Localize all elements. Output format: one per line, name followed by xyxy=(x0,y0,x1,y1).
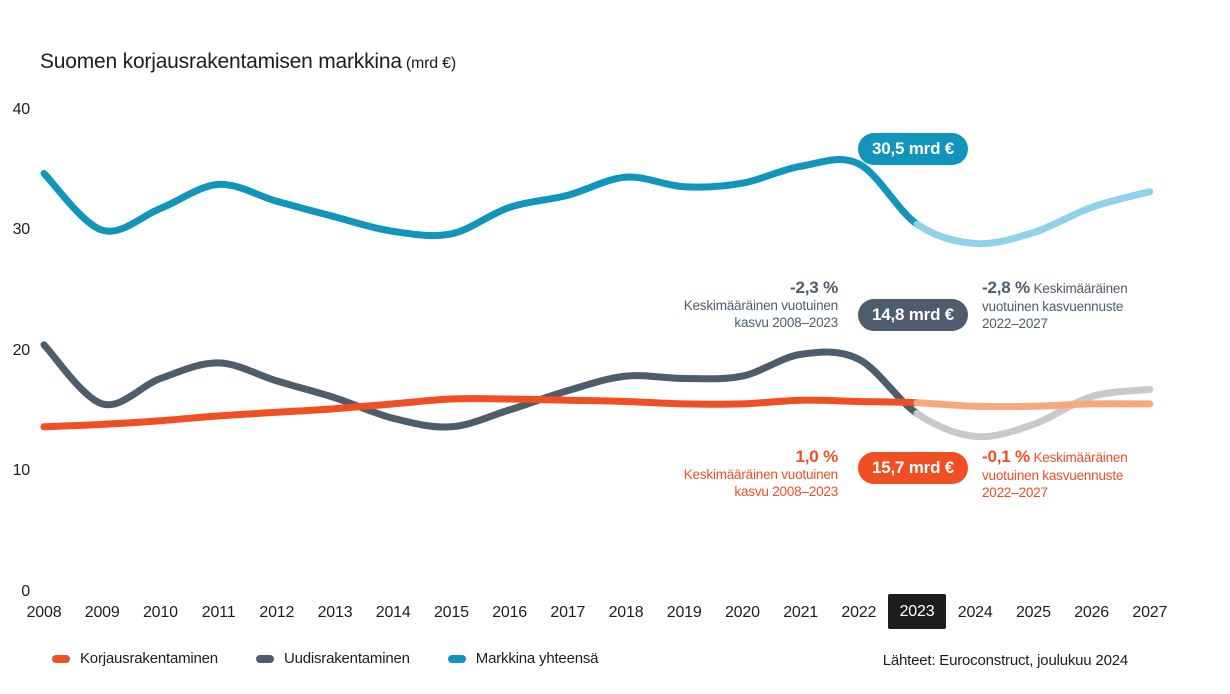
annotation-value: -2,3 % xyxy=(790,278,838,297)
legend-swatch-orange xyxy=(52,654,70,663)
chart-title-text: Suomen korjausrakentamisen markkina xyxy=(40,50,402,73)
x-tick-2025: 2025 xyxy=(1015,604,1051,621)
value-badge-uudisrakentaminen: 14,8 mrd € xyxy=(858,299,968,331)
annotation-value: 1,0 % xyxy=(795,447,839,466)
x-tick-2013: 2013 xyxy=(317,604,353,621)
x-tick-2020: 2020 xyxy=(724,604,760,621)
y-tick-40: 40 xyxy=(12,100,31,118)
annotation-line: Keskimääräinen vuotuinen xyxy=(683,298,839,313)
x-tick-2016: 2016 xyxy=(492,604,527,621)
annotation-line: vuotuinen kasvuennuste xyxy=(982,299,1124,314)
annotation-line: Keskimääräinen xyxy=(1033,450,1128,465)
x-tick-2027: 2027 xyxy=(1132,604,1168,621)
x-tick-2022: 2022 xyxy=(841,604,877,621)
legend-item-uudisrakentaminen: Uudisrakentaminen xyxy=(255,650,410,667)
x-tick-2026: 2026 xyxy=(1074,604,1109,621)
y-tick-10: 10 xyxy=(12,462,31,480)
annotation-line: 2022–2027 xyxy=(982,316,1048,331)
y-tick-30: 30 xyxy=(12,221,31,239)
chart-title: Suomen korjausrakentamisen markkina (mrd … xyxy=(40,50,456,74)
x-tick-2015: 2015 xyxy=(433,604,469,621)
x-tick-2010: 2010 xyxy=(142,604,178,621)
x-tick-2012: 2012 xyxy=(259,604,295,621)
annotation-line: Keskimääräinen xyxy=(1033,281,1128,296)
x-tick-2021: 2021 xyxy=(783,604,818,621)
legend: Korjausrakentaminen Uudisrakentaminen Ma… xyxy=(52,650,598,667)
source-note: Lähteet: Euroconstruct, joulukuu 2024 xyxy=(882,652,1128,669)
x-tick-2017: 2017 xyxy=(550,604,586,621)
annotation-uudis-forecast-2022-2027: -2,8 % Keskimääräinen vuotuinen kasvuenn… xyxy=(982,278,1128,332)
series-uudisrakentaminen-forecast-line xyxy=(913,385,1154,441)
legend-swatch-slate xyxy=(255,654,274,663)
annotation-line: Keskimääräinen vuotuinen xyxy=(683,467,839,482)
legend-item-korjausrakentaminen: Korjausrakentaminen xyxy=(52,650,218,667)
y-tick-20: 20 xyxy=(12,341,31,359)
annotation-korjaus-growth-2008-2023: 1,0 % Keskimääräinen vuotuinen kasvu 200… xyxy=(683,447,839,500)
annotation-value: -2,8 % xyxy=(982,278,1030,297)
x-tick-2023-highlighted: 2023 xyxy=(888,594,946,629)
annotation-line: vuotuinen kasvuennuste xyxy=(982,468,1124,483)
x-tick-2008: 2008 xyxy=(26,604,62,621)
annotation-line: kasvu 2008–2023 xyxy=(734,484,838,499)
annotation-line: kasvu 2008–2023 xyxy=(734,315,838,330)
annotation-line: 2022–2027 xyxy=(982,485,1048,500)
legend-swatch-teal xyxy=(447,654,466,663)
x-tick-2019: 2019 xyxy=(666,604,702,621)
legend-label: Uudisrakentaminen xyxy=(283,650,410,667)
legend-label: Korjausrakentaminen xyxy=(80,650,218,667)
legend-label: Markkina yhteensä xyxy=(475,650,599,667)
x-tick-2011: 2011 xyxy=(201,604,236,621)
series-korjausrakentaminen-line xyxy=(40,395,921,431)
x-tick-2024: 2024 xyxy=(957,604,993,621)
legend-item-markkina-yhteensa: Markkina yhteensä xyxy=(447,650,599,667)
y-tick-0: 0 xyxy=(21,583,30,600)
x-tick-2009: 2009 xyxy=(84,604,120,621)
value-badge-korjausrakentaminen: 15,7 mrd € xyxy=(858,452,968,484)
x-tick-2014: 2014 xyxy=(375,604,411,621)
series-uudisrakentaminen-line xyxy=(40,341,921,431)
annotation-korjaus-forecast-2022-2027: -0,1 % Keskimääräinen vuotuinen kasvuenn… xyxy=(982,447,1128,501)
annotation-value: -0,1 % xyxy=(982,447,1030,466)
series-korjausrakentaminen-forecast-line xyxy=(913,399,1154,411)
annotation-uudis-growth-2008-2023: -2,3 % Keskimääräinen vuotuinen kasvu 20… xyxy=(683,278,839,331)
x-tick-2018: 2018 xyxy=(608,604,644,621)
chart-title-unit: (mrd €) xyxy=(405,55,456,72)
series-markkina-yhteensa-forecast-line xyxy=(913,188,1154,248)
series-markkina-yhteensa-line xyxy=(40,156,921,240)
value-badge-markkina-yhteensa: 30,5 mrd € xyxy=(858,133,968,165)
